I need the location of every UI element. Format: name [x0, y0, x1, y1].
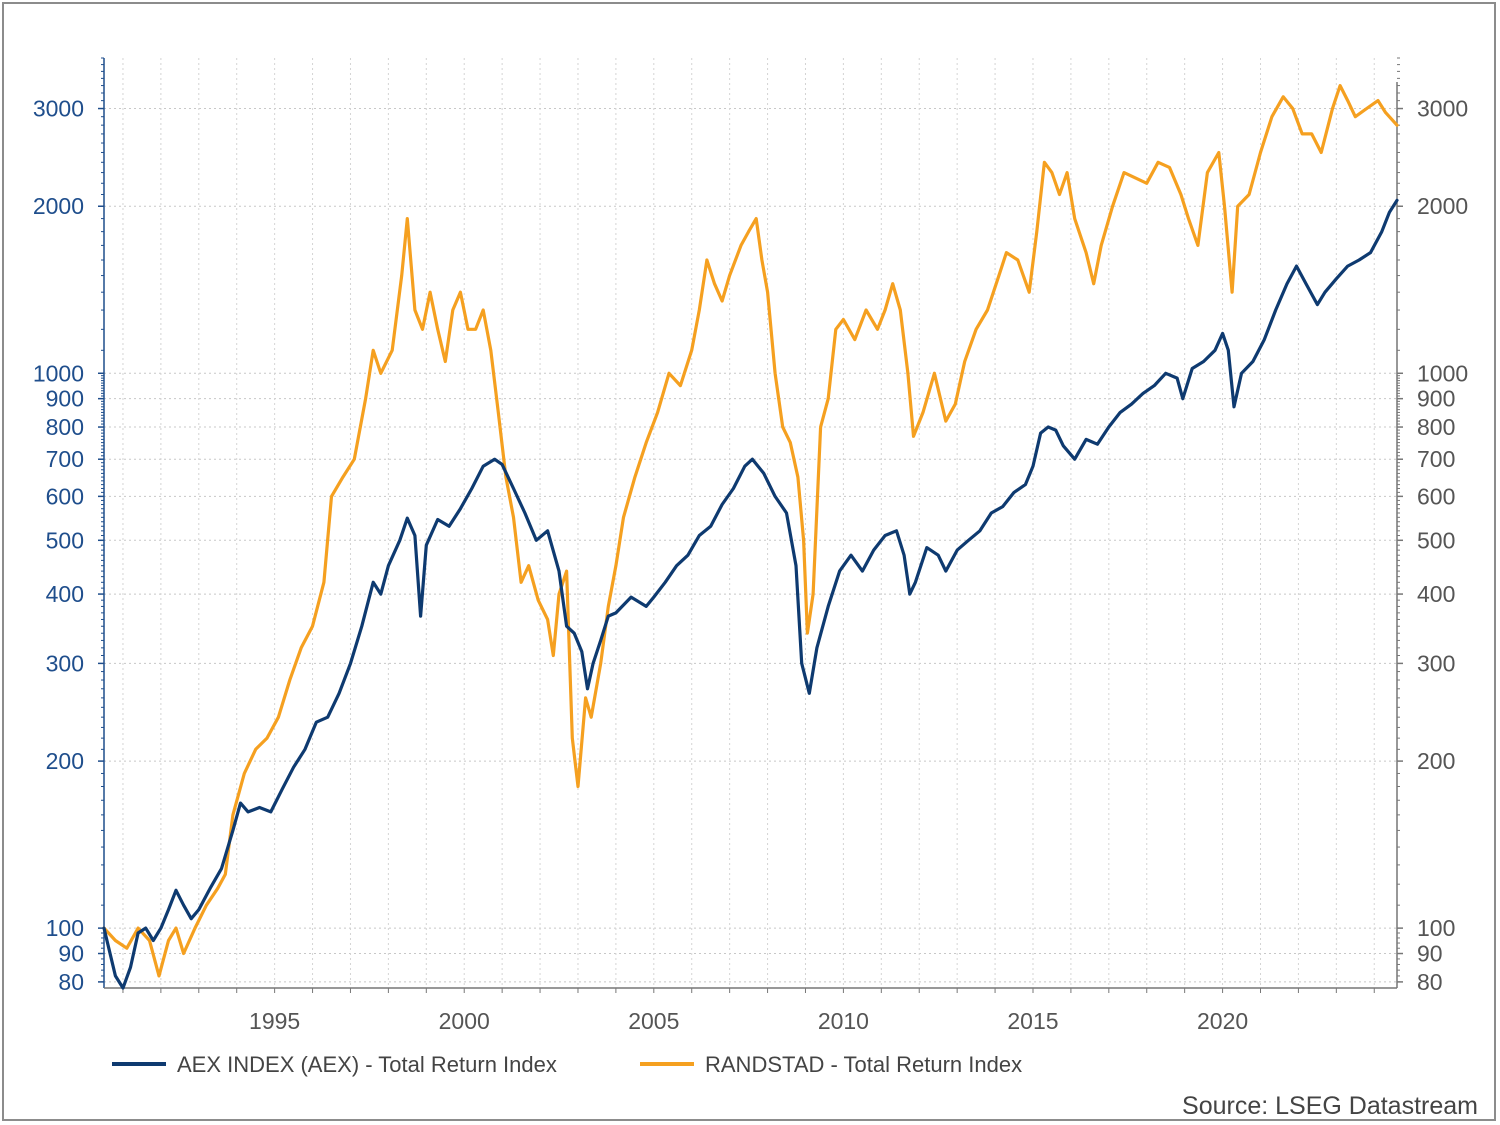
x-tick-label: 1995: [249, 1008, 300, 1034]
axes: [103, 58, 1398, 989]
y-tick-label-left: 800: [46, 414, 84, 440]
y-tick-label-right: 300: [1417, 650, 1455, 676]
y-tick-label-left: 300: [46, 650, 84, 676]
y-tick-label-right: 800: [1417, 414, 1455, 440]
y-tick-label-left: 400: [46, 581, 84, 607]
legend-item-aex: AEX INDEX (AEX) - Total Return Index: [112, 1052, 557, 1077]
y-tick-label-right: 3000: [1417, 96, 1468, 122]
source-note: Source: LSEG Datastream: [1182, 1092, 1478, 1120]
x-tick-label: 2015: [1007, 1008, 1058, 1034]
y-tick-label-left: 100: [46, 915, 84, 941]
series-lines: [102, 84, 1399, 990]
y-tick-label-left: 500: [46, 527, 84, 553]
legend-label-aex: AEX INDEX (AEX) - Total Return Index: [177, 1052, 557, 1077]
x-tick-label: 2000: [439, 1008, 490, 1034]
series-line-randstad: [102, 84, 1399, 978]
y-tick-label-right: 500: [1417, 527, 1455, 553]
y-tick-label-left: 80: [58, 969, 84, 995]
x-tick-label: 2010: [818, 1008, 869, 1034]
y-tick-label-left: 900: [46, 386, 84, 412]
y-tick-label-right: 900: [1417, 386, 1455, 412]
x-tick-label: 2005: [628, 1008, 679, 1034]
y-tick-label-right: 400: [1417, 581, 1455, 607]
tick-marks: [98, 57, 1403, 993]
y-tick-label-right: 2000: [1417, 193, 1468, 219]
legend: AEX INDEX (AEX) - Total Return Index RAN…: [112, 1052, 1022, 1077]
y-tick-label-left: 90: [58, 941, 84, 967]
y-tick-label-left: 600: [46, 483, 84, 509]
legend-label-randstad: RANDSTAD - Total Return Index: [705, 1052, 1022, 1077]
y-tick-label-right: 90: [1417, 941, 1443, 967]
legend-item-randstad: RANDSTAD - Total Return Index: [640, 1052, 1022, 1077]
y-tick-label-right: 600: [1417, 483, 1455, 509]
y-tick-label-left: 700: [46, 446, 84, 472]
y-tick-label-right: 80: [1417, 969, 1443, 995]
y-tick-label-left: 2000: [33, 193, 84, 219]
y-tick-label-left: 1000: [33, 360, 84, 386]
y-tick-label-left: 3000: [33, 96, 84, 122]
series-line-aex: [102, 198, 1399, 990]
y-tick-label-left: 200: [46, 748, 84, 774]
y-tick-label-right: 200: [1417, 748, 1455, 774]
gridlines: [104, 58, 1397, 988]
y-tick-label-right: 1000: [1417, 360, 1468, 386]
y-tick-label-right: 100: [1417, 915, 1455, 941]
y-tick-label-right: 700: [1417, 446, 1455, 472]
x-tick-label: 2020: [1197, 1008, 1248, 1034]
